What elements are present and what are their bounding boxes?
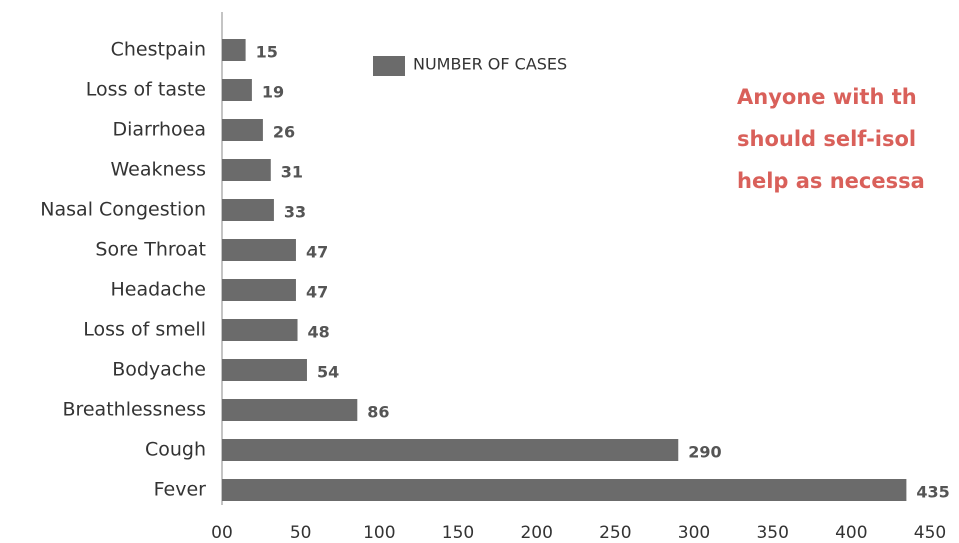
- y-tick-label: Loss of taste: [86, 79, 206, 101]
- legend-label: NUMBER OF CASES: [413, 55, 567, 74]
- value-label: 86: [367, 403, 389, 422]
- value-label: 47: [306, 243, 328, 262]
- bar: [222, 39, 246, 61]
- bar: [222, 159, 271, 181]
- y-tick-label: Sore Throat: [95, 239, 206, 261]
- y-tick-label: Fever: [154, 479, 207, 501]
- y-tick-label: Chestpain: [111, 39, 206, 61]
- value-label: 54: [317, 363, 339, 382]
- value-label: 15: [256, 43, 278, 62]
- bar: [222, 479, 907, 501]
- value-label: 26: [273, 123, 295, 142]
- bar: [222, 79, 252, 101]
- x-tick-label: 50: [290, 523, 312, 543]
- legend-swatch: [373, 56, 405, 76]
- value-label: 31: [281, 163, 303, 182]
- bar: [222, 319, 298, 341]
- value-label: 47: [306, 283, 328, 302]
- x-tick-label: 450: [914, 523, 946, 543]
- x-tick-label: 00: [211, 523, 233, 543]
- value-label: 19: [262, 83, 284, 102]
- value-label: 48: [308, 323, 330, 342]
- x-tick-label: 250: [599, 523, 631, 543]
- value-label: 33: [284, 203, 306, 222]
- y-tick-label: Diarrhoea: [112, 119, 206, 141]
- bar: [222, 239, 296, 261]
- y-tick-label: Bodyache: [112, 359, 206, 381]
- x-tick-label: 350: [756, 523, 788, 543]
- annotation: help as necessa: [737, 169, 925, 193]
- y-tick-label: Loss of smell: [83, 319, 206, 341]
- annotation: should self-isol: [737, 127, 916, 151]
- value-label: 435: [916, 483, 949, 502]
- bar: [222, 199, 274, 221]
- bar: [222, 399, 358, 421]
- y-tick-label: Weakness: [110, 159, 206, 181]
- x-tick-label: 300: [678, 523, 710, 543]
- bar: [222, 439, 679, 461]
- y-tick-label: Nasal Congestion: [40, 199, 206, 221]
- bar: [222, 279, 296, 301]
- x-tick-label: 150: [442, 523, 474, 543]
- y-tick-label: Headache: [110, 279, 206, 301]
- annotation: Anyone with th: [737, 85, 917, 109]
- x-tick-label: 200: [520, 523, 552, 543]
- value-label: 290: [688, 443, 721, 462]
- x-tick-label: 400: [835, 523, 867, 543]
- y-tick-label: Breathlessness: [62, 399, 206, 421]
- y-tick-label: Cough: [145, 439, 206, 461]
- bar: [222, 359, 307, 381]
- x-tick-label: 100: [363, 523, 395, 543]
- bar: [222, 119, 263, 141]
